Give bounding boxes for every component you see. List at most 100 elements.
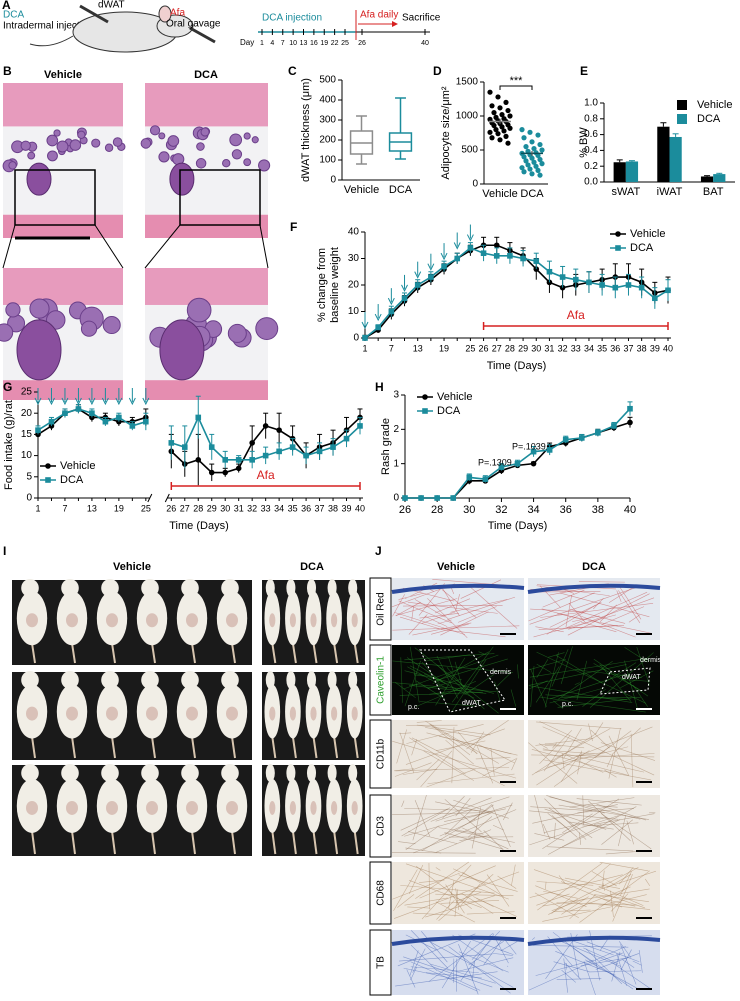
tissue-mark bbox=[612, 874, 633, 922]
panel-label: H bbox=[375, 380, 384, 394]
dot bbox=[523, 144, 529, 150]
y-tick-label: 200 bbox=[319, 135, 336, 146]
arrow-head bbox=[101, 397, 109, 406]
rat-head bbox=[286, 579, 296, 597]
rash bbox=[226, 800, 238, 815]
x-tick-label: 39 bbox=[342, 503, 352, 513]
tissue-mark bbox=[542, 759, 652, 781]
tissue-mark bbox=[458, 944, 479, 995]
tissue-mark bbox=[601, 606, 645, 625]
tissue-mark bbox=[599, 604, 617, 622]
follicle bbox=[29, 298, 50, 319]
marker bbox=[546, 268, 553, 275]
rat-tail bbox=[31, 830, 36, 855]
tissue-mark bbox=[426, 732, 512, 755]
follicle bbox=[91, 138, 101, 148]
x-tick-label: 7 bbox=[389, 343, 394, 353]
x-axis-label: Time (Days) bbox=[487, 360, 546, 372]
dermis bbox=[145, 268, 268, 305]
follicle bbox=[5, 302, 21, 318]
follicle bbox=[243, 132, 251, 140]
row-label-box bbox=[369, 719, 392, 789]
rat-tail bbox=[353, 830, 359, 855]
tissue-mark bbox=[549, 602, 602, 628]
zoom-line bbox=[144, 224, 181, 269]
rat-tail bbox=[71, 643, 76, 664]
marker bbox=[48, 418, 55, 425]
panel-label: I bbox=[3, 544, 6, 558]
y-tick-label: 25 bbox=[21, 387, 33, 398]
tissue-mark bbox=[467, 816, 493, 838]
x-tick-label: 34 bbox=[584, 343, 594, 353]
follicle bbox=[251, 136, 259, 144]
row-label: TB bbox=[376, 956, 387, 969]
tissue-mark bbox=[569, 821, 614, 830]
bar bbox=[625, 161, 639, 182]
tissue-mark bbox=[559, 592, 650, 618]
tissue-mark bbox=[392, 625, 520, 631]
tissue-mark bbox=[618, 815, 627, 847]
tissue-mark bbox=[535, 885, 587, 907]
tissue-mark bbox=[535, 738, 594, 746]
follicle bbox=[27, 151, 36, 160]
dot bbox=[531, 159, 537, 165]
x-tick-label: 36 bbox=[610, 343, 620, 353]
tissue-mark bbox=[544, 743, 585, 749]
rash bbox=[289, 706, 296, 721]
tissue-mark bbox=[435, 657, 466, 706]
tissue-mark bbox=[630, 733, 634, 788]
tissue-mark bbox=[438, 873, 494, 921]
dot bbox=[533, 163, 539, 169]
tissue-mark bbox=[542, 726, 583, 744]
rat-tail bbox=[191, 736, 196, 759]
tissue-mark bbox=[535, 666, 560, 703]
dot bbox=[499, 112, 505, 118]
tissue-mark bbox=[392, 740, 517, 779]
tissue-mark bbox=[421, 818, 476, 852]
tissue-mark bbox=[620, 944, 637, 985]
marker bbox=[559, 274, 566, 280]
tissue-mark bbox=[628, 614, 640, 623]
tissue-mark bbox=[435, 801, 490, 814]
x-tick-label: 30 bbox=[463, 504, 475, 516]
arrow-head bbox=[453, 242, 461, 250]
x-tick-label: DCA bbox=[520, 188, 544, 200]
tissue-mark bbox=[558, 661, 613, 700]
tissue-mark bbox=[415, 865, 472, 909]
rash bbox=[66, 800, 78, 815]
tissue-mark bbox=[561, 969, 576, 983]
tissue-mark bbox=[423, 673, 446, 684]
tissue-mark bbox=[425, 721, 499, 764]
marker bbox=[222, 469, 229, 476]
x-tick-label: DCA bbox=[389, 184, 413, 196]
x-tick-label: 40 bbox=[355, 503, 365, 513]
syringe bbox=[79, 4, 109, 24]
rash bbox=[269, 706, 276, 721]
rat-head bbox=[61, 764, 79, 782]
tissue-mark bbox=[446, 667, 467, 691]
follicle bbox=[112, 137, 123, 147]
tissue-mark bbox=[619, 866, 634, 885]
tissue-mark bbox=[411, 738, 418, 756]
rash bbox=[269, 800, 276, 815]
stain-images: Oil Red Caveolin-1 CD11b CD3 CD68 TB dermis dWA… bbox=[369, 577, 662, 996]
epidermis bbox=[527, 935, 661, 946]
tissue-mark bbox=[539, 696, 646, 713]
tissue-mark bbox=[596, 803, 647, 821]
muscle bbox=[145, 214, 268, 238]
tissue-mark bbox=[425, 727, 482, 738]
tissue-mark bbox=[399, 732, 412, 734]
marker bbox=[102, 418, 109, 425]
tissue-mark bbox=[603, 898, 636, 907]
dot bbox=[523, 158, 529, 164]
row-label-box bbox=[369, 929, 392, 996]
y-axis-label: % BW bbox=[578, 127, 590, 158]
tissue-mark bbox=[542, 823, 551, 840]
rat-head bbox=[286, 764, 296, 782]
follicle bbox=[231, 149, 243, 160]
tissue-mark bbox=[460, 579, 502, 599]
tissue-mark bbox=[448, 880, 455, 909]
marker bbox=[546, 447, 553, 453]
tissue-mark bbox=[530, 806, 592, 812]
tissue-mark bbox=[617, 584, 642, 620]
